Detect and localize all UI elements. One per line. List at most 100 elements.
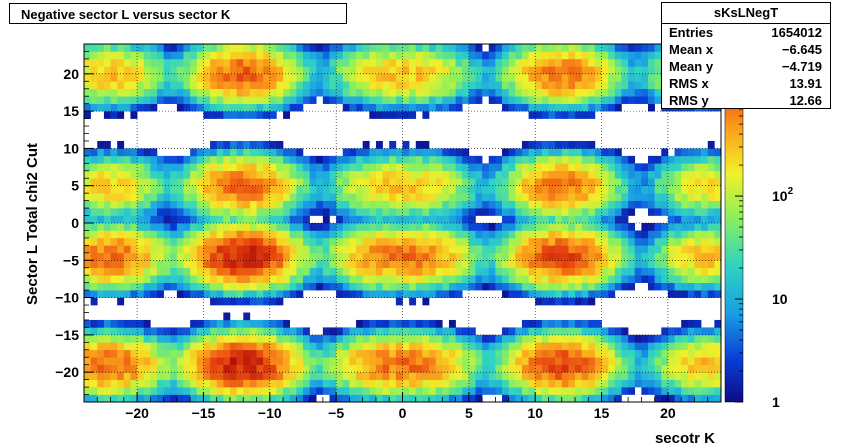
heatmap-cell: [389, 163, 397, 172]
heatmap-cell: [369, 208, 377, 216]
heatmap-cell: [223, 327, 231, 336]
heatmap-cell: [389, 282, 397, 291]
heatmap-cell: [156, 290, 164, 298]
heatmap-cell: [389, 193, 397, 201]
heatmap-cell: [263, 282, 271, 291]
heatmap-cell: [130, 260, 138, 269]
heatmap-cell: [568, 185, 576, 194]
heatmap-cell: [382, 245, 390, 254]
heatmap-cell: [123, 342, 131, 351]
heatmap-cell: [548, 185, 556, 194]
heatmap-cell: [429, 96, 436, 104]
heatmap-cell: [117, 140, 125, 149]
heatmap-cell: [429, 208, 436, 216]
heatmap-cell: [283, 342, 290, 351]
heatmap-cell: [356, 223, 363, 231]
heatmap-cell: [654, 372, 662, 380]
heatmap-cell: [283, 103, 290, 112]
heatmap-cell: [183, 103, 191, 112]
heatmap-cell: [475, 230, 483, 239]
heatmap-cell: [694, 193, 702, 201]
heatmap-cell: [409, 103, 417, 112]
heatmap-cell: [170, 223, 178, 231]
heatmap-cell: [548, 103, 556, 112]
heatmap-cell: [236, 290, 244, 298]
heatmap-cell: [528, 245, 536, 254]
heatmap-cell: [156, 88, 164, 97]
heatmap-cell: [236, 379, 244, 388]
heatmap-cell: [661, 178, 669, 187]
heatmap-cell: [442, 327, 450, 336]
heatmap-cell: [422, 66, 430, 75]
heatmap-cell: [435, 88, 443, 97]
heatmap-cell: [521, 275, 529, 283]
heatmap-cell: [256, 163, 264, 172]
heatmap-cell: [395, 387, 403, 395]
heatmap-cell: [575, 275, 582, 283]
heatmap-cell: [608, 178, 616, 187]
heatmap-cell: [634, 170, 642, 179]
heatmap-cell: [395, 170, 403, 179]
heatmap-cell: [601, 185, 609, 194]
heatmap-cell: [176, 66, 184, 75]
heatmap-cell: [395, 349, 403, 358]
heatmap-cell: [415, 364, 423, 373]
heatmap-cell: [681, 267, 689, 276]
heatmap-cell: [283, 327, 290, 336]
heatmap-cell: [422, 140, 430, 149]
heatmap-cell: [170, 282, 178, 291]
heatmap-cell: [137, 200, 145, 209]
heatmap-cell: [210, 319, 218, 328]
heatmap-cell: [575, 215, 582, 224]
heatmap-cell: [375, 275, 383, 283]
heatmap-cell: [229, 170, 237, 179]
heatmap-cell: [216, 394, 224, 403]
heatmap-cell: [608, 66, 616, 75]
heatmap-cell: [475, 260, 483, 269]
heatmap-cell: [594, 200, 602, 209]
heatmap-cell: [329, 334, 337, 343]
heatmap-cell: [654, 334, 662, 343]
heatmap-cell: [256, 103, 264, 112]
heatmap-cell: [296, 185, 304, 194]
heatmap-cell: [249, 252, 257, 261]
heatmap-cell: [84, 282, 91, 291]
heatmap-cell: [389, 200, 397, 209]
heatmap-cell: [216, 230, 224, 239]
heatmap-cell: [176, 327, 184, 336]
heatmap-cell: [289, 73, 297, 82]
heatmap-cell: [137, 193, 145, 201]
heatmap-cell: [296, 178, 304, 187]
heatmap-cell: [614, 66, 622, 75]
heatmap-cell: [276, 342, 284, 351]
heatmap-cell: [654, 170, 662, 179]
heatmap-cell: [229, 73, 237, 82]
heatmap-cell: [296, 58, 304, 67]
heatmap-cell: [687, 245, 695, 254]
heatmap-cell: [555, 193, 563, 201]
heatmap-cell: [375, 282, 383, 291]
heatmap-cell: [216, 327, 224, 336]
heatmap-cell: [176, 275, 184, 283]
heatmap-cell: [634, 237, 642, 246]
heatmap-cell: [601, 334, 609, 343]
heatmap-cell: [521, 327, 529, 336]
heatmap-cell: [502, 237, 509, 246]
heatmap-cell: [84, 103, 91, 112]
heatmap-cell: [356, 364, 363, 373]
heatmap-cell: [176, 81, 184, 90]
heatmap-cell: [249, 58, 257, 67]
heatmap-cell: [249, 170, 257, 179]
heatmap-cell: [203, 394, 211, 403]
heatmap-cell: [90, 297, 98, 306]
heatmap-cell: [263, 327, 271, 336]
heatmap-cell: [488, 237, 496, 246]
heatmap-cell: [455, 364, 463, 373]
heatmap-cell: [641, 252, 649, 261]
heatmap-cell: [694, 387, 702, 395]
heatmap-cell: [502, 193, 509, 201]
heatmap-cell: [283, 282, 290, 291]
heatmap-cell: [528, 140, 536, 149]
heatmap-cell: [203, 290, 211, 298]
heatmap-cell: [137, 148, 145, 157]
